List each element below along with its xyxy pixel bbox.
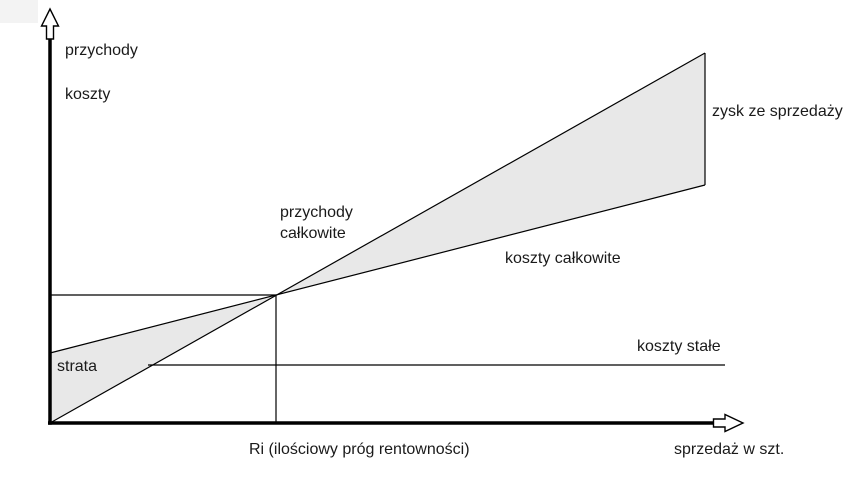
breakeven-point-label: Ri (ilościowy próg rentowności) (249, 441, 470, 458)
total-cost-line (49, 184, 706, 354)
total-revenue-label-line2: całkowite (280, 225, 346, 242)
total-revenue-line (49, 52, 706, 424)
total-revenue-label-line1: przychody (280, 204, 353, 221)
loss-area-label: strata (57, 358, 98, 375)
total-cost-label: koszty całkowite (505, 250, 621, 267)
y-axis-label-costs: koszty (65, 86, 111, 103)
fixed-cost-label: koszty stałe (637, 338, 721, 355)
x-axis-label: sprzedaż w szt. (674, 441, 785, 458)
corner-artifact (0, 0, 38, 23)
right-arrow-icon (712, 413, 745, 433)
y-axis-label-revenues: przychody (65, 42, 138, 59)
profit-area-label: zysk ze sprzedaży (712, 103, 843, 120)
up-arrow-icon (40, 7, 60, 40)
total-revenue-label: przychody całkowite (280, 202, 353, 244)
